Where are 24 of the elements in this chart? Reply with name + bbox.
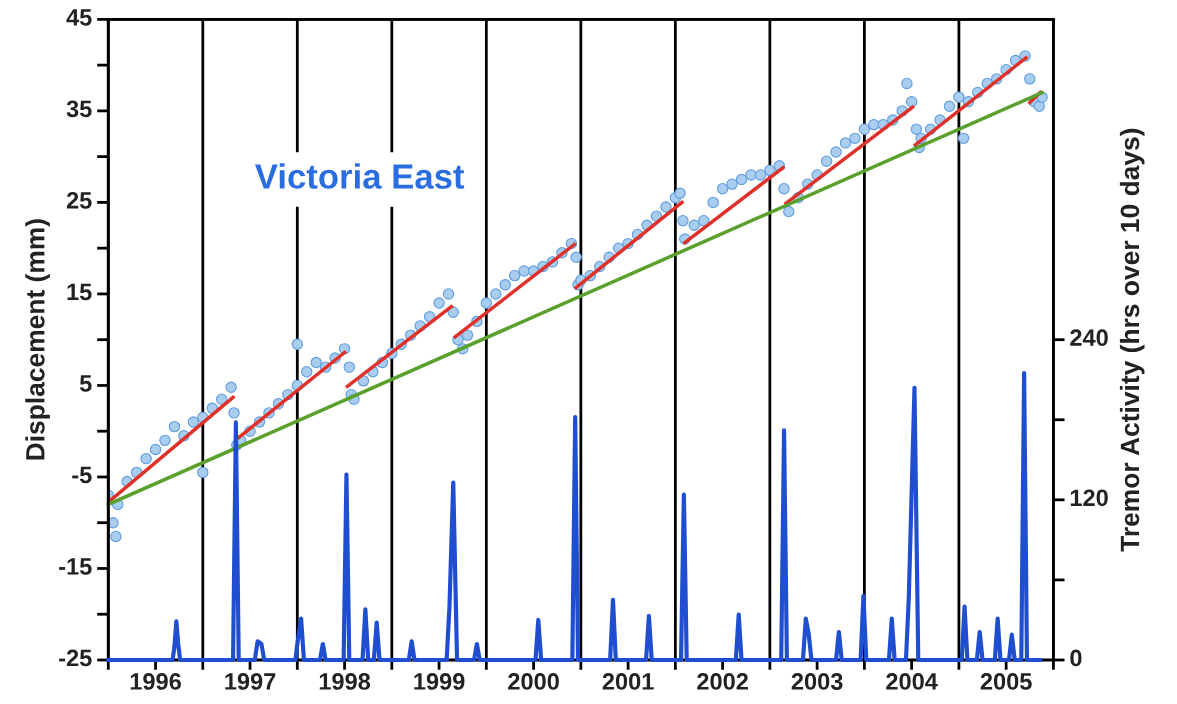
y-tick-label: -15: [59, 558, 92, 575]
y-tick-label: 35: [66, 100, 92, 118]
y2-tick-label: 240: [1070, 329, 1108, 347]
y2-axis-title: Tremor Activity (hrs over 10 days): [1119, 128, 1145, 552]
x-tick-label: 2000: [508, 673, 559, 690]
y-tick-label: 15: [67, 283, 92, 301]
x-tick-label: 2001: [602, 673, 654, 690]
x-tick-label: 2003: [791, 673, 843, 690]
y-tick-label: -25: [59, 649, 92, 667]
x-tick-label: 2002: [697, 673, 748, 690]
x-tick-label: 2005: [980, 673, 1032, 690]
annotation: Victoria East: [255, 163, 465, 189]
x-tick-label: 1997: [225, 673, 276, 690]
y2-tick-label: 0: [1070, 649, 1082, 667]
x-tick-label: 1996: [130, 673, 181, 690]
y-tick-label: 25: [66, 192, 92, 209]
y-tick-label: 45: [66, 9, 92, 26]
x-tick-label: 1998: [319, 673, 371, 690]
x-tick-label: 2004: [886, 673, 938, 690]
y-tick-label: -5: [72, 466, 92, 484]
y2-tick-label: 120: [1070, 489, 1108, 507]
y-tick-label: 5: [79, 375, 92, 392]
y-axis-title: Displacement (mm): [25, 219, 50, 460]
x-tick-label: 1999: [414, 673, 465, 690]
